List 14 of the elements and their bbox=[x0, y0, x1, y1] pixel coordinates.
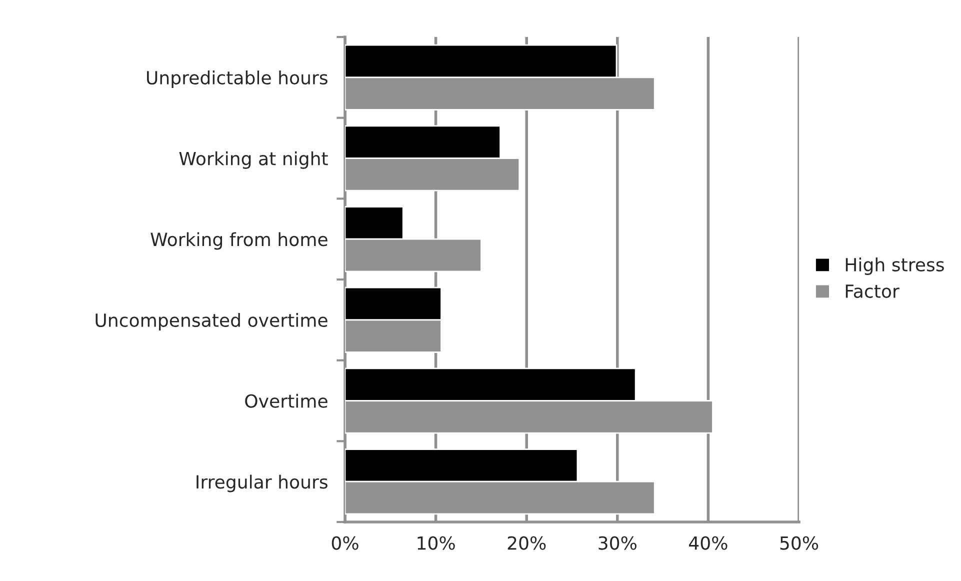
legend-label: High stress bbox=[846, 258, 944, 275]
x-tick-label: 10% bbox=[418, 536, 455, 550]
y-tick-label: Unpredictable hours bbox=[147, 70, 328, 88]
x-tick-label: 20% bbox=[508, 536, 546, 550]
y-tick-label: Irregular hours bbox=[196, 474, 328, 492]
x-tick-label: 0% bbox=[332, 536, 358, 550]
y-tick-label: Working at night bbox=[179, 151, 328, 169]
legend-label: Factor bbox=[846, 284, 900, 298]
y-tick-label: Uncompensated overtime bbox=[96, 313, 328, 331]
y-tick-label: Overtime bbox=[245, 394, 328, 408]
x-tick-label: 50% bbox=[780, 536, 818, 550]
x-tick-label: 40% bbox=[689, 536, 728, 550]
y-tick-label: Working from home bbox=[150, 232, 328, 250]
x-tick-label: 30% bbox=[598, 536, 636, 550]
